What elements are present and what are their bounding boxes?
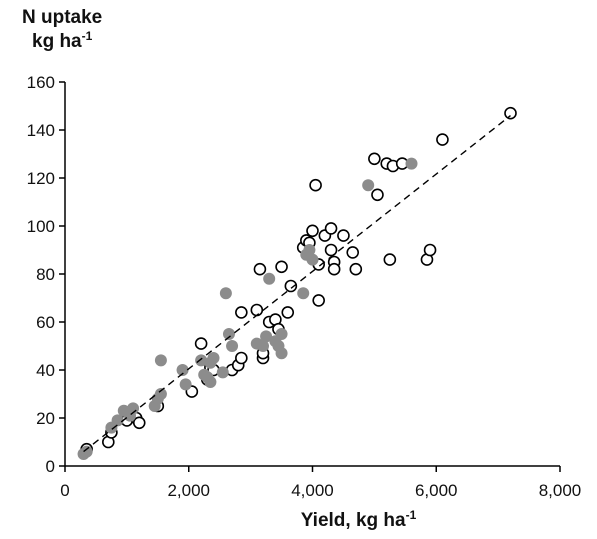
x-axis-label-main: Yield, kg ha bbox=[300, 510, 406, 531]
data-point-open bbox=[324, 243, 338, 257]
data-point-filled bbox=[204, 376, 217, 388]
data-point-filled bbox=[226, 340, 239, 352]
data-point-filled bbox=[176, 364, 189, 376]
data-point-filled bbox=[303, 244, 316, 256]
y-tick-label: 160 bbox=[27, 73, 55, 92]
data-point-filled bbox=[154, 354, 167, 367]
data-point-open bbox=[281, 306, 295, 319]
data-point-open bbox=[383, 253, 397, 266]
data-point-filled bbox=[362, 179, 375, 192]
y-tick-label: 100 bbox=[27, 217, 55, 236]
x-tick-label: 8,000 bbox=[539, 481, 582, 500]
data-point-filled bbox=[195, 354, 208, 367]
data-point-filled bbox=[179, 378, 192, 391]
y-axis-label: N uptake kg ha-1 bbox=[22, 6, 102, 54]
y-tick-label: 80 bbox=[36, 265, 55, 284]
x-tick-label: 4,000 bbox=[291, 481, 334, 500]
data-point-open bbox=[324, 222, 338, 235]
data-point-filled bbox=[306, 253, 319, 266]
data-point-filled bbox=[405, 157, 418, 170]
data-point-filled bbox=[222, 328, 235, 340]
data-point-filled bbox=[263, 272, 276, 285]
y-axis-label-unit: kg ha bbox=[32, 31, 82, 52]
x-axis-label: Yield, kg ha-1 bbox=[0, 508, 597, 532]
y-axis-label-exponent: -1 bbox=[81, 29, 93, 43]
data-point-filled bbox=[297, 287, 310, 300]
data-point-open bbox=[371, 188, 384, 202]
x-axis-label-exponent: -1 bbox=[405, 508, 417, 522]
data-point-open bbox=[346, 246, 360, 259]
data-point-filled bbox=[275, 347, 288, 360]
data-point-filled bbox=[207, 352, 220, 364]
data-point-filled bbox=[80, 445, 93, 458]
x-tick-label: 0 bbox=[60, 481, 69, 500]
data-point-filled bbox=[275, 328, 288, 340]
data-point-open bbox=[368, 152, 381, 166]
data-point-open bbox=[235, 306, 248, 319]
data-point-filled bbox=[257, 340, 269, 352]
data-point-filled bbox=[154, 388, 167, 400]
y-tick-label: 120 bbox=[27, 169, 55, 188]
y-tick-label: 40 bbox=[36, 361, 55, 380]
trend-line bbox=[83, 115, 511, 453]
y-tick-label: 60 bbox=[36, 313, 55, 332]
data-point-open bbox=[253, 262, 267, 276]
data-point-open bbox=[284, 279, 298, 293]
y-axis-label-main: N uptake bbox=[22, 7, 103, 28]
data-point-open bbox=[306, 224, 319, 238]
data-point-filled bbox=[219, 287, 232, 300]
data-point-open bbox=[337, 229, 350, 242]
data-point-open bbox=[349, 262, 363, 276]
data-point-open bbox=[235, 351, 248, 365]
data-point-filled bbox=[260, 330, 273, 343]
data-point-open bbox=[275, 260, 288, 274]
x-tick-label: 2,000 bbox=[167, 481, 210, 500]
data-point-filled bbox=[111, 414, 124, 427]
x-tick-label: 6,000 bbox=[415, 481, 458, 500]
data-point-open bbox=[312, 294, 325, 307]
data-point-open bbox=[194, 337, 208, 350]
data-point-open bbox=[132, 416, 146, 430]
data-point-open bbox=[250, 303, 264, 317]
data-point-open bbox=[504, 106, 517, 120]
y-tick-label: 20 bbox=[36, 409, 55, 428]
data-point-filled bbox=[127, 402, 140, 415]
data-point-open bbox=[327, 262, 341, 276]
y-axis-label-unit-line: kg ha-1 bbox=[22, 30, 102, 54]
data-point-open bbox=[309, 178, 322, 192]
data-point-open bbox=[423, 243, 437, 257]
y-tick-label: 140 bbox=[27, 121, 55, 140]
y-tick-label: 0 bbox=[46, 457, 55, 476]
data-point-filled bbox=[216, 366, 229, 379]
data-point-open bbox=[436, 133, 449, 146]
